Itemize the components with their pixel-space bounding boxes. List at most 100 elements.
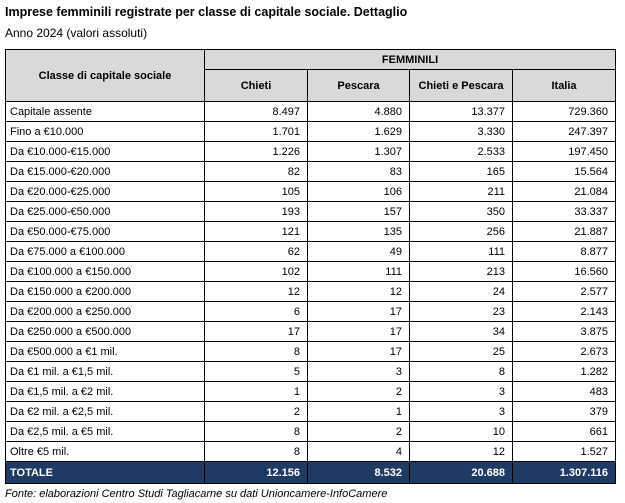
row-label: Da €2,5 mil. a €5 mil. xyxy=(5,421,205,443)
table-row: Da €150.000 a €200.000 12 12 24 2.577 xyxy=(5,281,617,303)
table-row: Capitale assente 8.497 4.880 13.377 729.… xyxy=(5,101,617,123)
row-value-pescara: 17 xyxy=(307,341,410,363)
row-value-italia: 8.877 xyxy=(511,241,617,263)
row-value-chieti-e-pescara: 3 xyxy=(409,381,513,403)
row-value-chieti: 8 xyxy=(204,341,308,363)
total-value-chieti: 12.156 xyxy=(204,461,308,485)
source-note: Fonte: elaborazioni Centro Studi Tagliac… xyxy=(5,488,388,501)
row-value-chieti-e-pescara: 213 xyxy=(409,261,513,283)
row-value-chieti: 8.497 xyxy=(204,101,308,123)
row-value-pescara: 49 xyxy=(307,241,410,263)
row-value-chieti: 1.226 xyxy=(204,141,308,163)
row-value-pescara: 2 xyxy=(307,421,410,443)
row-value-chieti-e-pescara: 12 xyxy=(409,441,513,463)
row-label: Da €75.000 a €100.000 xyxy=(5,241,205,263)
row-value-italia: 661 xyxy=(511,421,617,443)
row-label: Da €150.000 a €200.000 xyxy=(5,281,205,303)
row-value-pescara: 17 xyxy=(307,321,410,343)
total-label: TOTALE xyxy=(5,461,205,485)
group-header-cell: FEMMINILI xyxy=(203,49,617,71)
row-value-italia: 729.360 xyxy=(511,101,617,123)
capital-class-table: Classe di capitale sociale FEMMINILI Chi… xyxy=(5,49,617,485)
row-value-pescara: 1 xyxy=(307,401,410,423)
row-value-italia: 483 xyxy=(511,381,617,403)
table-row: Da €75.000 a €100.000 62 49 111 8.877 xyxy=(5,241,617,263)
row-label: Oltre €5 mil. xyxy=(5,441,205,463)
row-value-chieti: 8 xyxy=(204,441,308,463)
row-value-chieti-e-pescara: 23 xyxy=(409,301,513,323)
row-value-pescara: 83 xyxy=(307,161,410,183)
row-value-chieti-e-pescara: 256 xyxy=(409,221,513,243)
row-value-pescara: 111 xyxy=(307,261,410,283)
table-row: Da €250.000 a €500.000 17 17 34 3.875 xyxy=(5,321,617,343)
row-value-pescara: 106 xyxy=(307,181,410,203)
table-row: Oltre €5 mil. 8 4 12 1.527 xyxy=(5,441,617,463)
row-value-chieti-e-pescara: 2.533 xyxy=(409,141,513,163)
row-value-italia: 16.560 xyxy=(511,261,617,283)
row-value-chieti-e-pescara: 10 xyxy=(409,421,513,443)
row-value-chieti: 12 xyxy=(204,281,308,303)
row-label: Da €15.000-€20.000 xyxy=(5,161,205,183)
row-value-italia: 21.084 xyxy=(511,181,617,203)
row-value-pescara: 17 xyxy=(307,301,410,323)
row-value-chieti: 8 xyxy=(204,421,308,443)
row-value-pescara: 1.307 xyxy=(307,141,410,163)
row-value-chieti-e-pescara: 8 xyxy=(409,361,513,383)
page-title: Imprese femminili registrate per classe … xyxy=(5,5,408,19)
table-row: Da €100.000 a €150.000 102 111 213 16.56… xyxy=(5,261,617,283)
row-value-chieti: 2 xyxy=(204,401,308,423)
row-value-chieti: 5 xyxy=(204,361,308,383)
row-value-chieti-e-pescara: 25 xyxy=(409,341,513,363)
row-value-italia: 2.673 xyxy=(511,341,617,363)
row-value-chieti-e-pescara: 165 xyxy=(409,161,513,183)
column-header-pescara: Pescara xyxy=(307,69,410,103)
row-label: Da €10.000-€15.000 xyxy=(5,141,205,163)
row-label: Da €200.000 a €250.000 xyxy=(5,301,205,323)
row-value-pescara: 12 xyxy=(307,281,410,303)
row-value-pescara: 157 xyxy=(307,201,410,223)
row-value-chieti: 17 xyxy=(204,321,308,343)
table-header: Classe di capitale sociale FEMMINILI Chi… xyxy=(5,49,617,103)
row-label: Da €500.000 a €1 mil. xyxy=(5,341,205,363)
row-value-italia: 1.527 xyxy=(511,441,617,463)
table-row: Fino a €10.000 1.701 1.629 3.330 247.397 xyxy=(5,121,617,143)
row-value-italia: 21.887 xyxy=(511,221,617,243)
row-value-chieti: 1.701 xyxy=(204,121,308,143)
table-row: Da €20.000-€25.000 105 106 211 21.084 xyxy=(5,181,617,203)
page-subtitle: Anno 2024 (valori assoluti) xyxy=(5,26,148,41)
row-value-italia: 15.564 xyxy=(511,161,617,183)
total-row: TOTALE 12.156 8.532 20.688 1.307.116 xyxy=(5,461,617,485)
row-label: Da €1,5 mil. a €2 mil. xyxy=(5,381,205,403)
row-header-cell: Classe di capitale sociale xyxy=(5,49,205,103)
row-label: Fino a €10.000 xyxy=(5,121,205,143)
table-row: Da €200.000 a €250.000 6 17 23 2.143 xyxy=(5,301,617,323)
row-value-pescara: 3 xyxy=(307,361,410,383)
table-row: Da €50.000-€75.000 121 135 256 21.887 xyxy=(5,221,617,243)
row-value-pescara: 1.629 xyxy=(307,121,410,143)
row-value-italia: 2.577 xyxy=(511,281,617,303)
table-row: Da €15.000-€20.000 82 83 165 15.564 xyxy=(5,161,617,183)
row-value-chieti: 121 xyxy=(204,221,308,243)
row-label: Da €25.000-€50.000 xyxy=(5,201,205,223)
row-value-italia: 2.143 xyxy=(511,301,617,323)
row-label: Da €1 mil. a €1,5 mil. xyxy=(5,361,205,383)
row-value-italia: 33.337 xyxy=(511,201,617,223)
row-label: Da €2 mil. a €2,5 mil. xyxy=(5,401,205,423)
row-value-chieti-e-pescara: 3.330 xyxy=(409,121,513,143)
row-value-chieti: 193 xyxy=(204,201,308,223)
row-value-chieti-e-pescara: 211 xyxy=(409,181,513,203)
row-value-chieti: 62 xyxy=(204,241,308,263)
table-row: Da €2 mil. a €2,5 mil. 2 1 3 379 xyxy=(5,401,617,423)
table-row: Da €10.000-€15.000 1.226 1.307 2.533 197… xyxy=(5,141,617,163)
total-value-chieti-e-pescara: 20.688 xyxy=(409,461,513,485)
row-label: Da €250.000 a €500.000 xyxy=(5,321,205,343)
row-label: Da €50.000-€75.000 xyxy=(5,221,205,243)
row-label: Capitale assente xyxy=(5,101,205,123)
group-header-row: Classe di capitale sociale FEMMINILI xyxy=(5,49,617,103)
table-total-section: TOTALE 12.156 8.532 20.688 1.307.116 xyxy=(5,461,617,485)
row-value-chieti: 105 xyxy=(204,181,308,203)
column-header-chieti-e-pescara: Chieti e Pescara xyxy=(409,69,513,103)
row-label: Da €100.000 a €150.000 xyxy=(5,261,205,283)
table-row: Da €25.000-€50.000 193 157 350 33.337 xyxy=(5,201,617,223)
